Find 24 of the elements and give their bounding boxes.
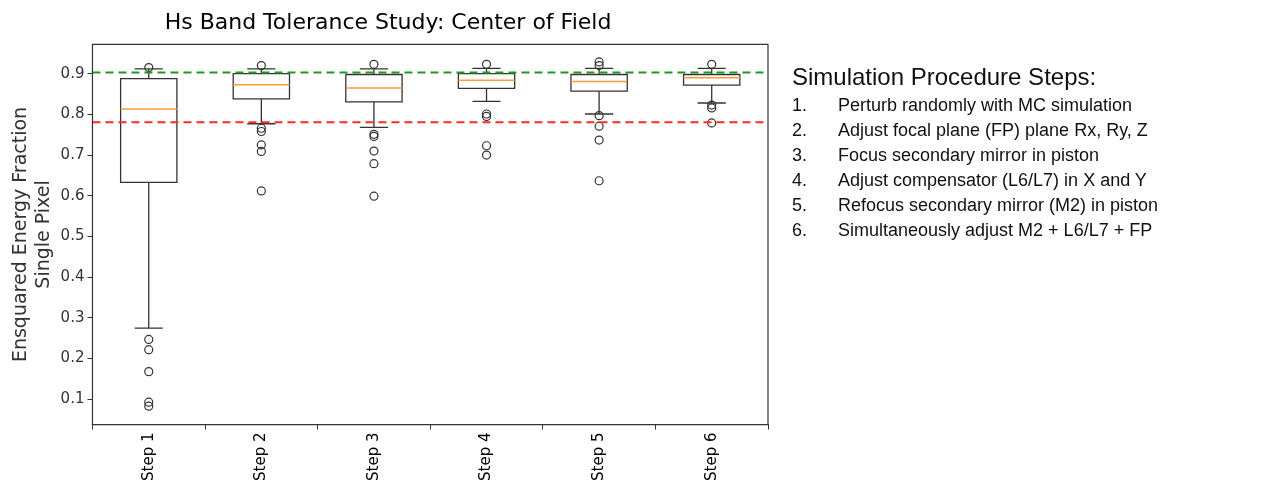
- x-tick-label: Step 5: [589, 432, 607, 481]
- y-axis-title: Ensquared Energy Fraction Single Pixel: [8, 106, 54, 363]
- y-tick-label: 0.2: [60, 348, 85, 367]
- text: 6. Simultaneously adjust M2 + L6/L7 + FP: [792, 220, 1153, 240]
- text: 5. Refocus secondary mirror (M2) in piston: [792, 195, 1159, 215]
- chart-title: Hs Band Tolerance Study: Center of Field: [164, 8, 612, 34]
- y-tick-label: 0.7: [60, 144, 85, 163]
- x-tick-label: Step 4: [476, 432, 495, 481]
- x-tick-label: Step 6: [701, 432, 720, 481]
- text: 3. Focus secondary mirror in piston: [792, 145, 1100, 165]
- y-tick-label: 0.8: [60, 104, 85, 123]
- text: 4. Adjust compensator (L6/L7) in X and Y: [792, 170, 1147, 190]
- y-tick-label: 0.9: [60, 63, 85, 82]
- y-tick-label: 0.4: [60, 267, 85, 286]
- x-tick-label: Step 3: [363, 432, 382, 481]
- x-tick-label: Step 1: [138, 432, 157, 481]
- text: Simulation Procedure Steps:: [792, 63, 1098, 91]
- text: 1. Perturb randomly with MC simulation: [792, 95, 1133, 115]
- y-tick-label: 0.6: [60, 185, 85, 204]
- y-tick-label: 0.5: [60, 226, 85, 245]
- x-tick-label: Step 2: [251, 432, 270, 481]
- text: 2. Adjust focal plane (FP) plane Rx, Ry, Z: [792, 120, 1148, 140]
- y-tick-label: 0.1: [60, 389, 85, 408]
- y-tick-label: 0.3: [60, 307, 85, 326]
